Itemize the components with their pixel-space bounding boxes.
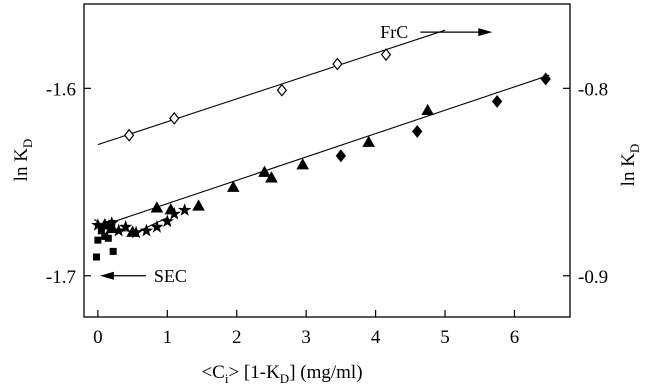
y-left-tick-label: -1.7 [46, 267, 76, 288]
x-tick-label: 5 [440, 327, 450, 348]
x-tick-label: 3 [301, 327, 311, 348]
point-star [139, 223, 154, 237]
y-left-tick-label: -1.6 [46, 79, 76, 100]
y-axis-title-right: ln KD [618, 144, 642, 187]
y-axis-title-left: ln KD [11, 139, 35, 182]
x-tick-label: 6 [510, 327, 520, 348]
point-star [98, 218, 112, 231]
point-diamond-open [123, 128, 135, 142]
point-diamond-open [276, 83, 288, 97]
point-triangle [362, 135, 375, 147]
point-diamond-filled [335, 149, 347, 163]
point-triangle [421, 103, 434, 116]
point-triangle [192, 199, 205, 211]
point-triangle [226, 180, 240, 192]
y-right-tick-label: -0.9 [578, 267, 608, 288]
x-tick-label: 2 [232, 327, 242, 348]
plot-frame [83, 3, 571, 318]
point-triangle [296, 158, 309, 170]
point-diamond-open [169, 111, 180, 125]
x-tick-label: 1 [163, 327, 173, 348]
point-star [119, 220, 133, 233]
point-square [109, 247, 117, 255]
point-diamond-open [380, 48, 392, 62]
point-triangle [258, 165, 271, 177]
fit-line [97, 29, 446, 146]
annotation-sec-arrowhead [99, 271, 114, 280]
point-star [112, 223, 126, 237]
data-points [91, 48, 551, 261]
point-star [129, 225, 143, 239]
point-diamond-open [332, 57, 343, 71]
annotation-frc-arrowhead [478, 28, 493, 37]
x-axis-title: <Ci> [1-KD] (mg/ml) [201, 362, 362, 386]
y-right-tick-label: -0.8 [578, 79, 608, 100]
annotation-frc-label: FrC [380, 22, 408, 42]
ticks: 0 1 2 3 4 5 6 -1.6 -1.7 -0.8 -0.9 [46, 79, 608, 348]
point-star [178, 203, 192, 216]
fit-line [97, 74, 550, 228]
point-star [167, 206, 181, 220]
point-diamond-filled [491, 95, 503, 108]
annotation-sec-label: SEC [154, 266, 187, 286]
point-square [108, 219, 116, 227]
point-square [97, 227, 105, 235]
point-triangle [150, 201, 164, 213]
x-tick-label: 0 [93, 327, 103, 348]
point-square [94, 236, 102, 244]
annotations: FrC SEC [99, 22, 493, 286]
x-tick-label: 4 [371, 327, 381, 348]
point-star [91, 218, 105, 231]
point-square [92, 253, 100, 261]
fit-lines [94, 29, 550, 232]
point-star [160, 214, 174, 228]
point-diamond-filled [540, 72, 551, 86]
point-diamond-filled [412, 124, 423, 138]
point-star [150, 220, 164, 233]
point-square [104, 234, 112, 242]
point-triangle [265, 171, 278, 183]
